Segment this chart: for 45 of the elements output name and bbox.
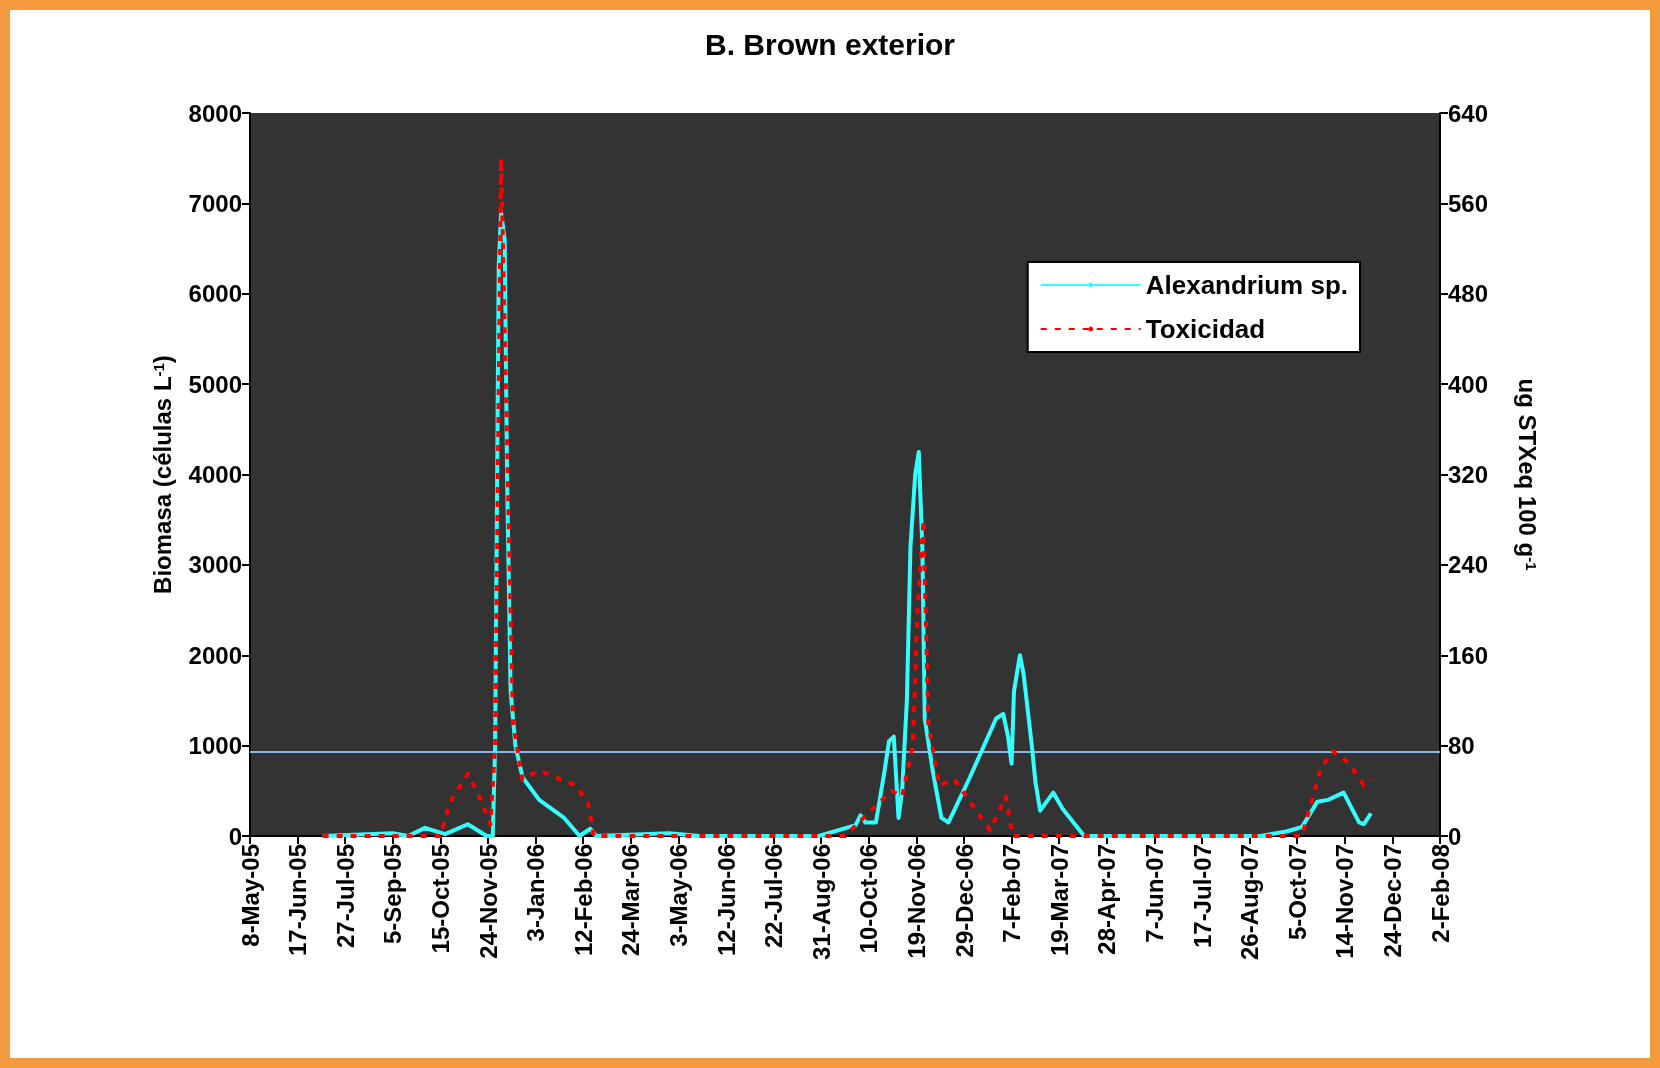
y2-tick-label: 640 — [1448, 99, 1489, 127]
x-tick-label: 7-Feb-07 — [998, 844, 1026, 943]
x-tick-label: 12-Feb-06 — [569, 844, 597, 957]
x-tick-label: 26-Aug-07 — [1236, 844, 1264, 961]
y-tick-label: 2000 — [188, 641, 242, 669]
x-tick-label: 3-May-06 — [664, 844, 692, 947]
legend-label: Alexandrium sp. — [1145, 270, 1349, 300]
y-tick-label: 4000 — [188, 461, 242, 488]
x-tick-label: 14-Nov-07 — [1331, 844, 1359, 959]
y-tick-label: 8000 — [188, 99, 242, 127]
x-tick-label: 19-Mar-07 — [1045, 844, 1073, 957]
y2-tick-label: 480 — [1448, 280, 1489, 308]
chart-title: B. Brown exterior — [704, 27, 956, 61]
y2-tick-label: 400 — [1448, 370, 1489, 398]
legend-label: Toxicidad — [1145, 314, 1266, 344]
y-tick-label: 7000 — [188, 189, 242, 217]
x-tick-label: 15-Oct-05 — [426, 844, 454, 954]
x-tick-label: 5-Oct-07 — [1283, 844, 1311, 941]
x-tick-label: 22-Jul-06 — [760, 844, 788, 949]
y2-tick-label: 80 — [1448, 732, 1475, 760]
x-tick-label: 31-Aug-06 — [807, 844, 835, 961]
x-tick-label: 5-Sep-05 — [379, 844, 407, 945]
x-tick-label: 24-Nov-05 — [474, 844, 502, 959]
x-tick-label: 12-Jun-06 — [712, 844, 740, 957]
y-axis-title: Biomasa (células L-1) — [149, 355, 177, 594]
x-tick-label: 10-Oct-06 — [855, 844, 883, 954]
x-tick-label: 19-Nov-06 — [902, 844, 930, 959]
y-tick-label: 6000 — [188, 280, 242, 308]
y2-tick-label: 560 — [1448, 189, 1489, 217]
y2-axis-title: ug STXeq 100 g-1 — [1513, 378, 1541, 571]
x-tick-label: 24-Mar-06 — [617, 844, 645, 957]
y-tick-label: 5000 — [188, 370, 242, 398]
y-tick-label: 3000 — [188, 551, 242, 579]
y2-tick-label: 160 — [1448, 641, 1489, 669]
x-tick-label: 17-Jul-07 — [1188, 844, 1216, 949]
x-tick-label: 24-Dec-07 — [1378, 844, 1406, 958]
y2-tick-label: 240 — [1448, 551, 1489, 579]
x-tick-label: 7-Jun-07 — [1140, 844, 1168, 943]
x-tick-label: 17-Jun-05 — [284, 844, 312, 957]
x-tick-label: 29-Dec-06 — [950, 844, 978, 958]
x-tick-label: 27-Jul-05 — [331, 844, 359, 949]
y2-tick-label: 320 — [1448, 461, 1489, 488]
x-tick-label: 28-Apr-07 — [1093, 844, 1121, 955]
x-tick-label: 3-Jan-06 — [522, 844, 550, 942]
y-tick-label: 1000 — [188, 732, 242, 760]
